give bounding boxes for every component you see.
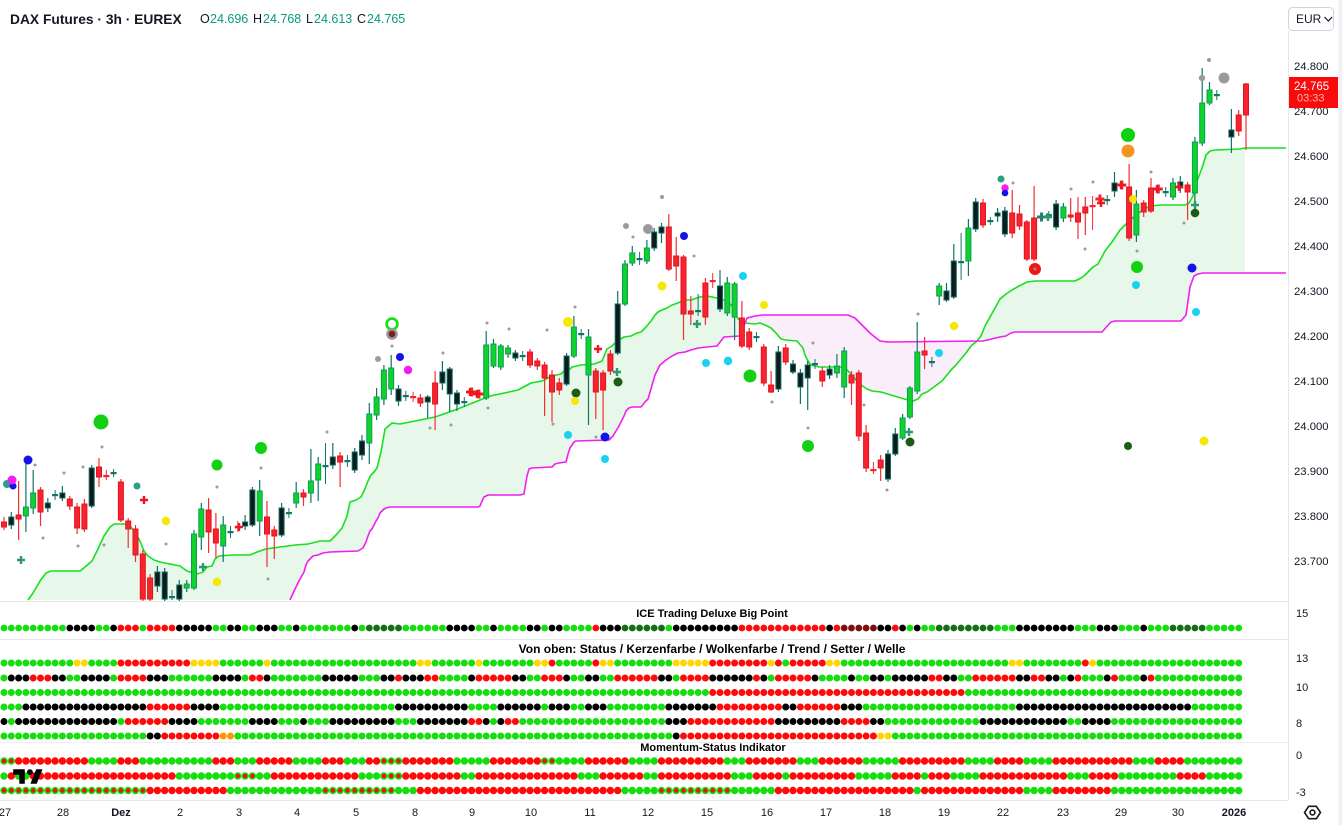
svg-text:3: 3 bbox=[236, 807, 242, 819]
svg-text:4: 4 bbox=[294, 807, 300, 819]
svg-text:19: 19 bbox=[938, 807, 950, 819]
svg-text:24.100: 24.100 bbox=[1294, 376, 1329, 388]
svg-text:24.000: 24.000 bbox=[1294, 421, 1329, 433]
svg-text:30: 30 bbox=[1172, 807, 1184, 819]
svg-text:23: 23 bbox=[1057, 807, 1069, 819]
svg-text:24.696: 24.696 bbox=[210, 12, 248, 26]
svg-text:L: L bbox=[306, 12, 313, 26]
svg-text:27: 27 bbox=[0, 807, 11, 819]
svg-text:24.500: 24.500 bbox=[1294, 196, 1329, 208]
svg-text:15: 15 bbox=[1296, 608, 1308, 620]
svg-text:24.300: 24.300 bbox=[1294, 286, 1329, 298]
svg-text:9: 9 bbox=[469, 807, 475, 819]
svg-text:H: H bbox=[253, 12, 262, 26]
svg-text:10: 10 bbox=[1296, 682, 1308, 694]
svg-text:22: 22 bbox=[997, 807, 1009, 819]
svg-text:10: 10 bbox=[525, 807, 537, 819]
svg-text:12: 12 bbox=[642, 807, 654, 819]
svg-text:C: C bbox=[357, 12, 366, 26]
svg-text:16: 16 bbox=[761, 807, 773, 819]
svg-text:2026: 2026 bbox=[1222, 807, 1246, 819]
svg-text:15: 15 bbox=[701, 807, 713, 819]
svg-text:24.768: 24.768 bbox=[263, 12, 301, 26]
svg-text:5: 5 bbox=[353, 807, 359, 819]
svg-text:EUR: EUR bbox=[1296, 12, 1322, 26]
svg-text:8: 8 bbox=[412, 807, 418, 819]
svg-text:ICE Trading Deluxe Big Point: ICE Trading Deluxe Big Point bbox=[636, 608, 788, 620]
svg-text:23.900: 23.900 bbox=[1294, 466, 1329, 478]
svg-text:24.765: 24.765 bbox=[1294, 81, 1329, 93]
svg-text:8: 8 bbox=[1296, 718, 1302, 730]
svg-text:0: 0 bbox=[1296, 750, 1302, 762]
svg-text:28: 28 bbox=[57, 807, 69, 819]
svg-text:24.613: 24.613 bbox=[314, 12, 352, 26]
svg-text:DAX Futures · 3h · EUREX: DAX Futures · 3h · EUREX bbox=[10, 12, 183, 27]
svg-text:11: 11 bbox=[584, 807, 595, 819]
svg-text:Dez: Dez bbox=[111, 807, 131, 819]
svg-text:24.700: 24.700 bbox=[1294, 106, 1329, 118]
svg-text:O: O bbox=[200, 12, 210, 26]
svg-text:2: 2 bbox=[177, 807, 183, 819]
svg-text:24.400: 24.400 bbox=[1294, 241, 1329, 253]
svg-text:-3: -3 bbox=[1296, 787, 1306, 799]
svg-text:23.700: 23.700 bbox=[1294, 556, 1329, 568]
svg-text:24.200: 24.200 bbox=[1294, 331, 1329, 343]
svg-text:03:33: 03:33 bbox=[1297, 93, 1325, 105]
svg-text:29: 29 bbox=[1115, 807, 1127, 819]
svg-text:17: 17 bbox=[820, 807, 832, 819]
svg-text:13: 13 bbox=[1296, 653, 1308, 665]
svg-text:Von oben: Status / Kerzenfarbe: Von oben: Status / Kerzenfarbe / Wolkenf… bbox=[519, 642, 906, 656]
svg-text:24.600: 24.600 bbox=[1294, 151, 1329, 163]
svg-text:18: 18 bbox=[879, 807, 891, 819]
svg-text:Momentum-Status Indikator: Momentum-Status Indikator bbox=[640, 742, 786, 754]
svg-text:23.800: 23.800 bbox=[1294, 511, 1329, 523]
svg-text:24.765: 24.765 bbox=[367, 12, 405, 26]
svg-text:24.800: 24.800 bbox=[1294, 61, 1329, 73]
